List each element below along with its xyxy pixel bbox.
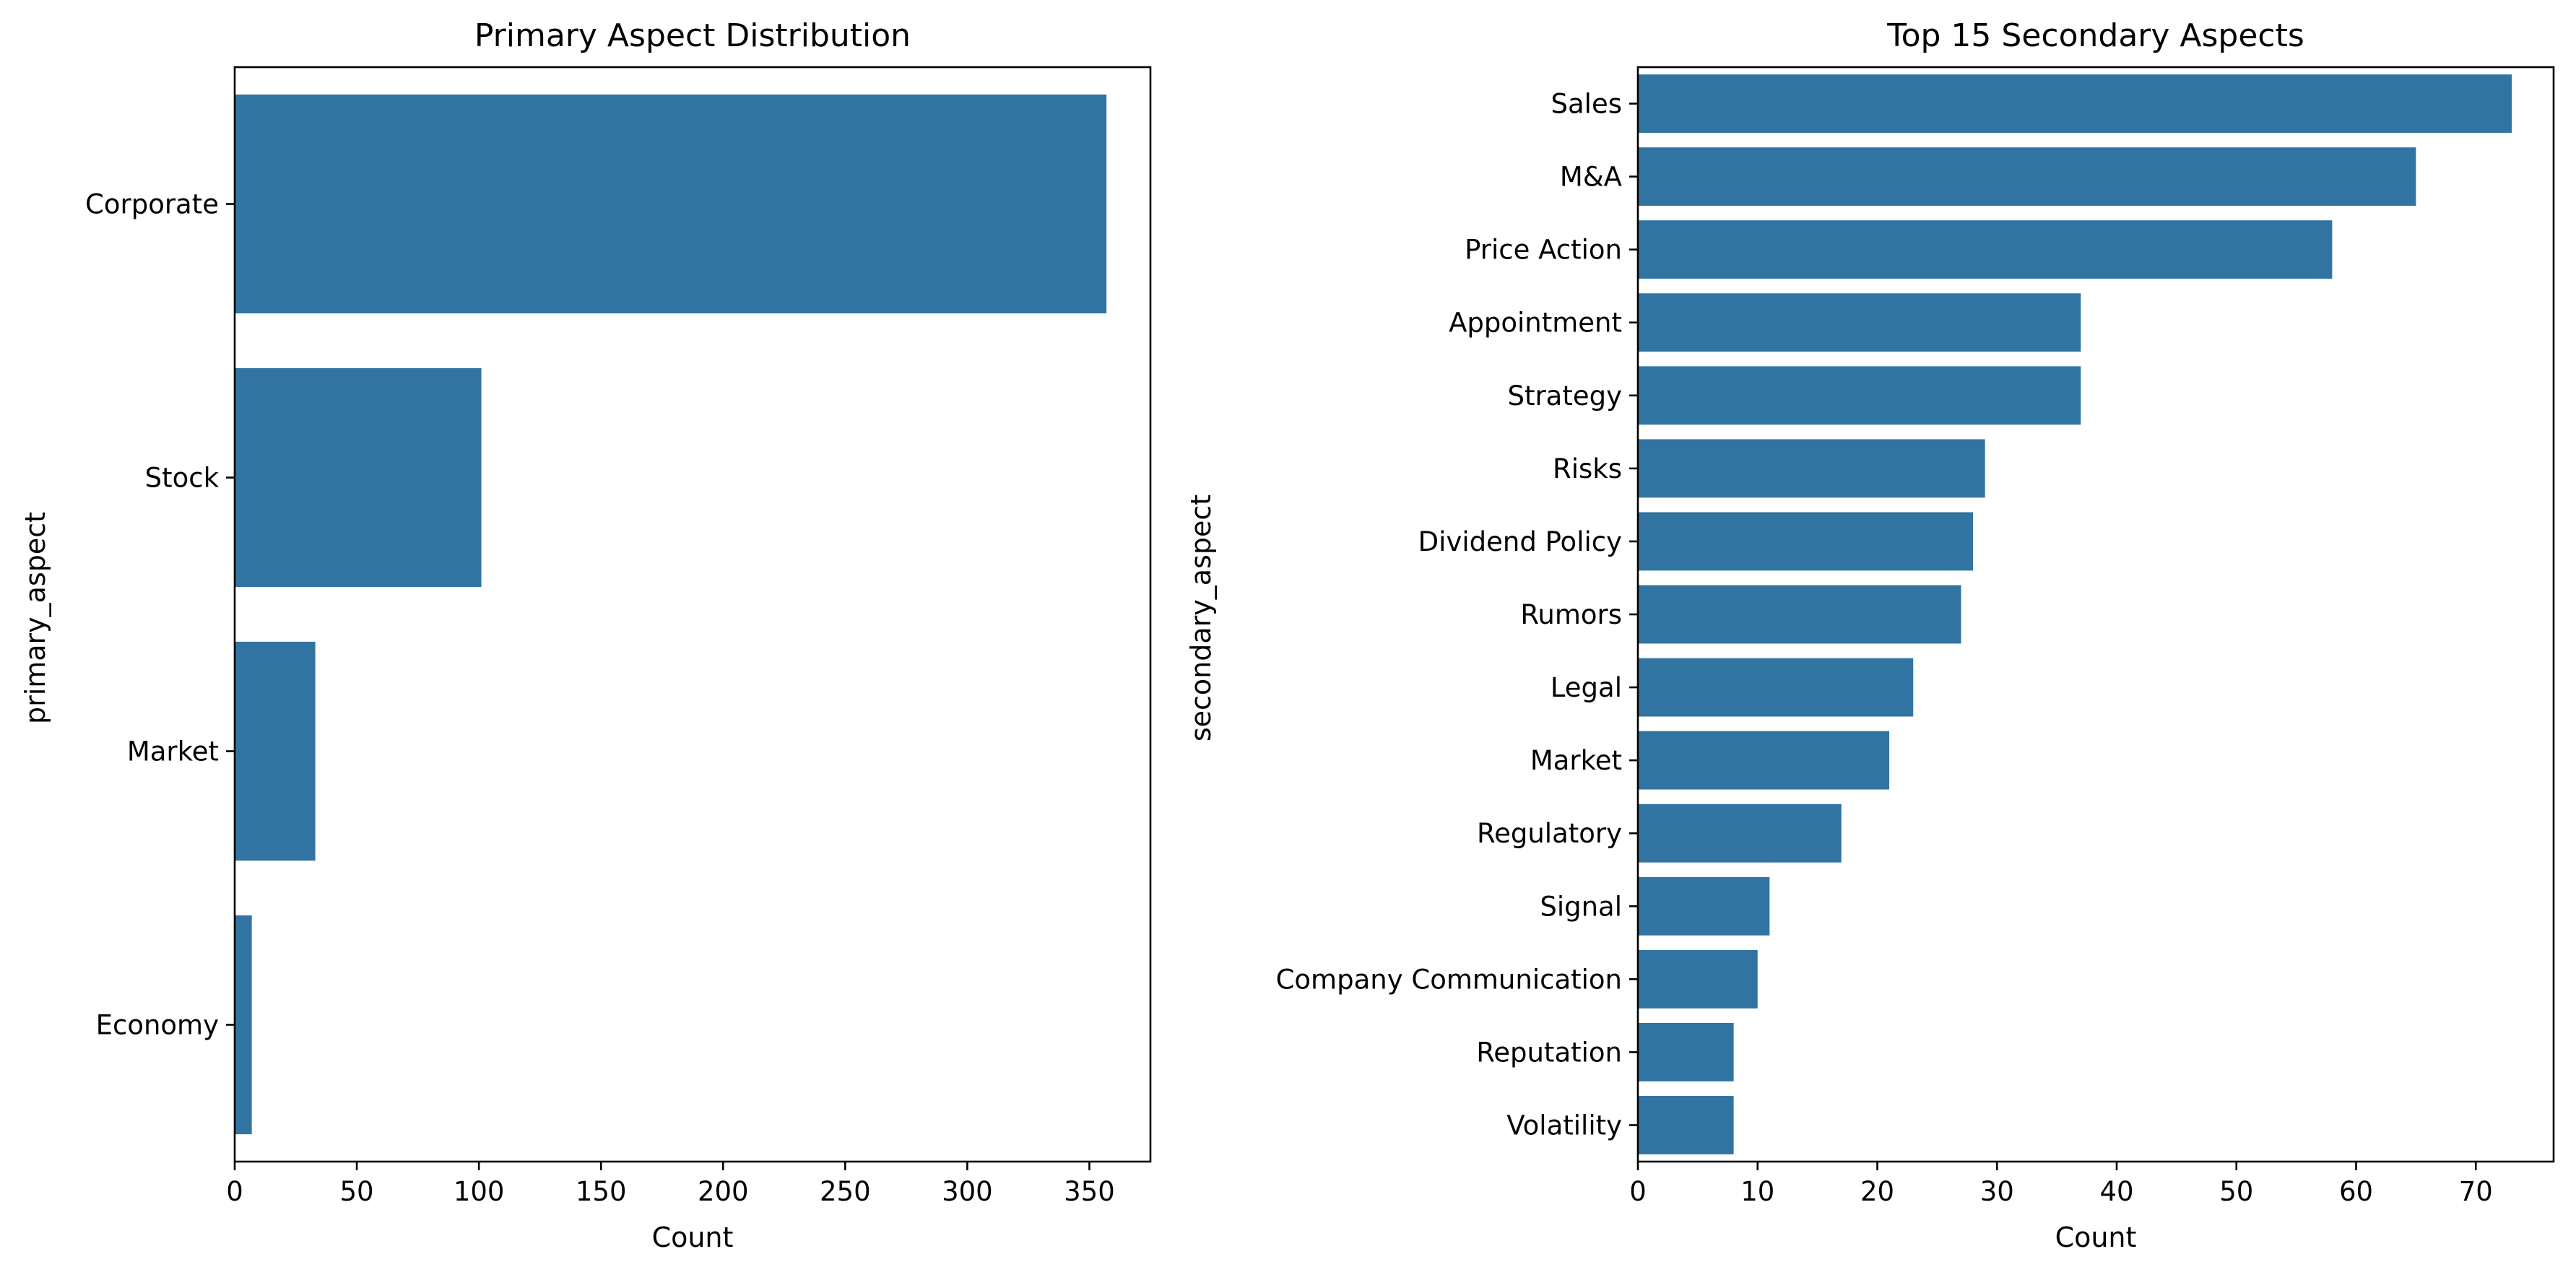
x-tick-label: 60 [2339,1176,2373,1207]
x-axis-label: Count [2055,1222,2137,1253]
x-tick-label: 20 [1860,1176,1894,1207]
bar [1638,585,1961,644]
y-tick-label: Stock [145,463,220,494]
bar-group [235,94,1107,1135]
bar [235,94,1107,314]
bar-group [1638,74,2512,1154]
y-axis-label: secondary_aspect [1185,495,1217,741]
y-axis-label: primary_aspect [19,512,51,724]
y-tick-label: Volatility [1506,1110,1622,1141]
y-tick-label: Company Communication [1276,964,1622,995]
bar [1638,804,1842,863]
y-tick-label: Regulatory [1477,818,1622,849]
x-tick-label: 300 [942,1176,993,1207]
y-tick-label: Dividend Policy [1418,526,1622,557]
x-tick-label: 10 [1740,1176,1774,1207]
bar [1638,731,1890,790]
bar [1638,74,2512,133]
y-tick-label: Corporate [85,189,219,220]
bar [1638,949,1758,1009]
x-axis-label: Count [652,1222,734,1253]
secondary-aspect-chart: Top 15 Secondary Aspects Count secondary… [1185,17,2555,1253]
chart-title: Top 15 Secondary Aspects [1886,17,2304,54]
y-tick-label: Appointment [1449,308,1622,339]
x-tick-label: 350 [1064,1176,1115,1207]
x-tick-group: 0 50 100 150 200 250 300 350 [226,1162,1115,1207]
x-tick-label: 200 [698,1176,749,1207]
y-tick-label: Sales [1551,89,1622,120]
x-tick-label: 100 [454,1176,505,1207]
bar [235,367,482,588]
y-tick-label: Signal [1540,891,1622,922]
x-tick-label: 30 [1980,1176,2014,1207]
y-tick-label: Rumors [1520,599,1622,630]
chart-title: Primary Aspect Distribution [474,17,911,54]
bar [235,915,252,1135]
y-tick-label: Market [127,736,219,767]
x-tick-label: 70 [2459,1176,2493,1207]
bar [1638,1022,1734,1081]
y-tick-label: Risks [1553,453,1622,484]
y-tick-group: Corporate Stock Market Economy [85,189,235,1041]
x-tick-label: 150 [576,1176,627,1207]
x-tick-label: 50 [340,1176,374,1207]
x-tick-label: 0 [1629,1176,1647,1207]
y-tick-label: Economy [96,1010,219,1041]
bar [1638,658,1914,717]
y-tick-label: Market [1530,745,1622,776]
primary-aspect-chart: Primary Aspect Distribution Count primar… [19,17,1152,1253]
bar [1638,366,2081,425]
bar [1638,1096,1734,1154]
bar [1638,512,1974,571]
y-tick-label: M&A [1560,162,1622,193]
y-tick-label: Strategy [1507,380,1622,412]
y-tick-label: Legal [1551,672,1622,703]
y-tick-group: Sales M&A Price Action Appointment Strategy R… [1276,89,1638,1141]
y-tick-label: Price Action [1465,235,1622,266]
bar [1638,293,2081,352]
x-tick-label: 250 [820,1176,871,1207]
bar [1638,876,1770,936]
bar [235,641,316,861]
x-tick-label: 40 [2099,1176,2133,1207]
bar [1638,147,2416,206]
plot-frame [1636,66,2555,1163]
y-tick-label: Reputation [1476,1037,1622,1068]
x-tick-label: 50 [2219,1176,2253,1207]
bar [1638,220,2333,279]
plot-frame [233,66,1152,1163]
x-tick-group: 0 10 20 30 40 50 60 70 [1629,1162,2493,1207]
bar [1638,439,1985,498]
x-tick-label: 0 [226,1176,243,1207]
